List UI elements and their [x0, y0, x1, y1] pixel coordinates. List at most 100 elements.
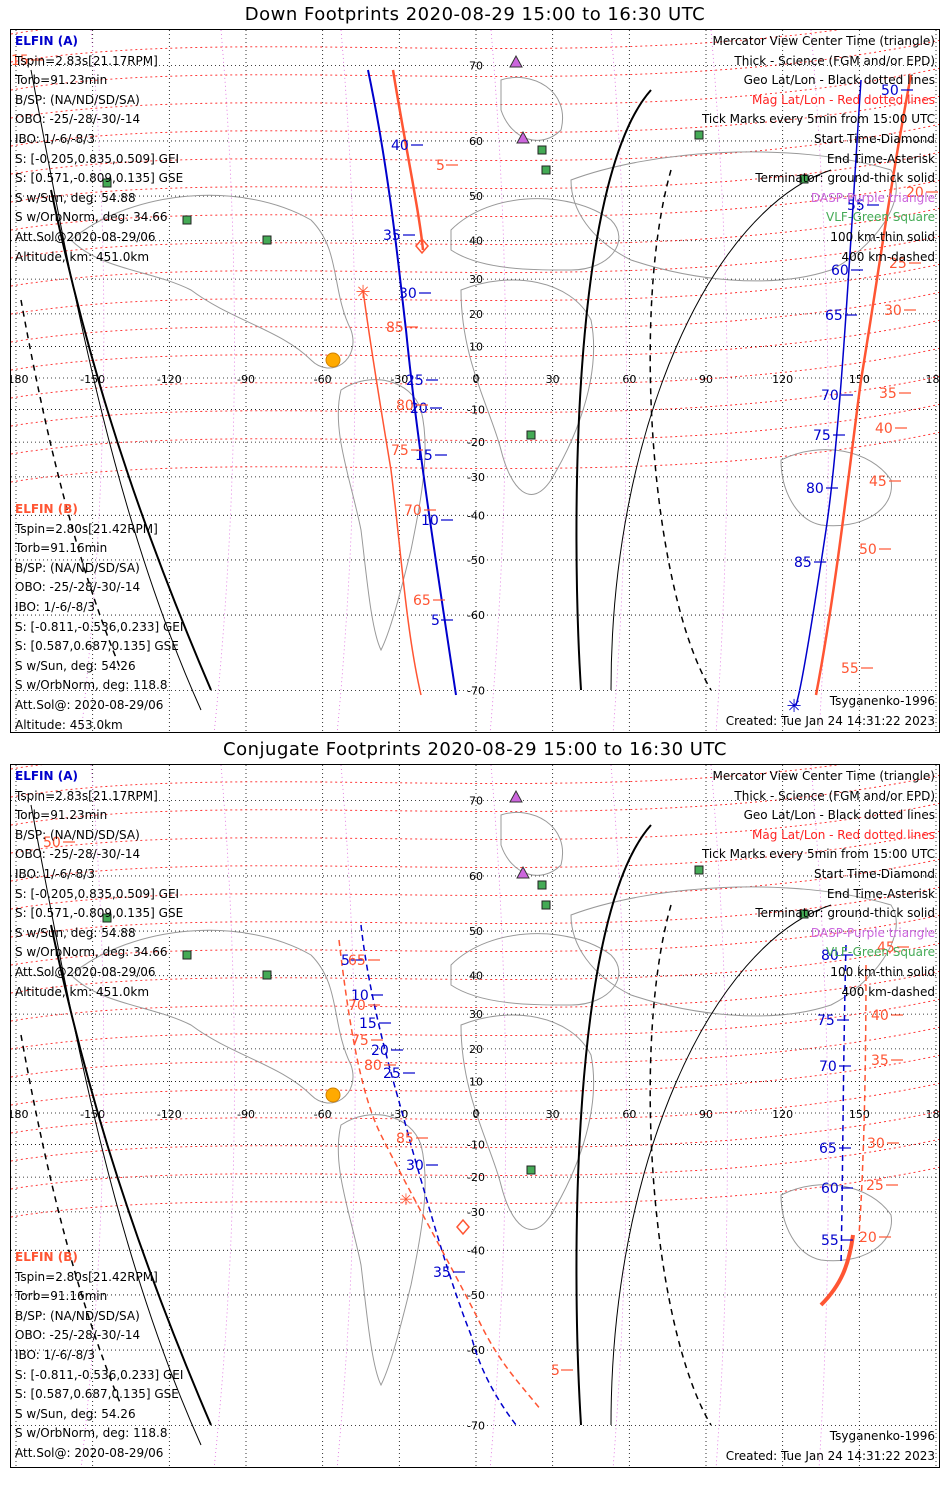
- elfin-a-line: S: [0.571,-0.809,0.135] GSE: [15, 906, 184, 921]
- mag-latitude-line: [11, 319, 939, 371]
- elfin-a-time-label: 25: [383, 1066, 401, 1082]
- vlf-square-icon: [799, 909, 809, 919]
- lat-tick-label: -10: [467, 1139, 485, 1152]
- lat-tick-label: -30: [467, 471, 485, 484]
- info-elfin-b: ELFIN (B) Tspin=2.80s[21.42RPM] Torb=91.…: [15, 1248, 183, 1467]
- lat-tick-label: 50: [469, 925, 483, 938]
- elfin-b-time-label: 35: [871, 1053, 889, 1069]
- land-outline: [70, 929, 354, 1104]
- altitude-400km: [649, 169, 712, 691]
- mag-latitude-line: [11, 765, 840, 798]
- vlf-square-icon: [541, 900, 551, 910]
- elfin-b-time-label: 65: [348, 953, 366, 969]
- elfin-a-track: [840, 944, 847, 1266]
- elfin-b-time-label: 65: [413, 593, 431, 609]
- legend-line: Terminator: ground-thick solid: [755, 906, 935, 921]
- elfin-b-line: Altitude: 453.0km: [15, 717, 123, 732]
- elfin-a-time-label: 70: [819, 1059, 837, 1075]
- vlf-square-icon: [694, 865, 704, 875]
- legend-line: Mercator View Center Time (triangle): [712, 769, 935, 783]
- lon-tick-label: 180: [926, 1108, 941, 1121]
- elfin-a-track: [367, 69, 457, 696]
- terminator-ground: [575, 89, 652, 691]
- dasp-triangle-icon: [509, 54, 523, 68]
- land-outline: [337, 1114, 426, 1387]
- elfin-b-time-label: 50: [43, 835, 61, 851]
- elfin-b-line: Torb=91.16min: [15, 541, 108, 556]
- elfin-a-time-label: 10: [421, 513, 439, 529]
- elfin-a-time-label: 65: [819, 1141, 837, 1157]
- lon-tick-label: 90: [699, 373, 713, 386]
- legend-line: Geo Lat/Lon - Black dotted lines: [743, 73, 935, 88]
- mag-meridian-line: [810, 765, 829, 1467]
- lat-tick-label: -70: [467, 684, 485, 697]
- mag-meridian-line: [336, 765, 356, 1467]
- elfin-a-time-label: 75: [813, 428, 831, 444]
- mag-meridian-line: [213, 765, 235, 1467]
- terminator-ground: [50, 189, 212, 691]
- model-label: Tsyganenko-1996: [829, 1429, 935, 1443]
- land-outline: [450, 198, 620, 271]
- elfin-b-line: S: [0.587,0.687,0.135] GSE: [15, 639, 179, 654]
- elfin-a-line: B/SP: (NA/ND/SD/SA): [15, 827, 140, 842]
- elfin-b-time-label: 75: [351, 1033, 369, 1049]
- elfin-a-line: OBO: -25/-28/-30/-14: [15, 112, 141, 127]
- mag-meridian-line: [610, 30, 627, 732]
- elfin-a-time-label: 75: [817, 1013, 835, 1029]
- legend-line: Mercator View Center Time (triangle): [712, 34, 935, 48]
- mag-meridian-line: [489, 765, 507, 1467]
- elfin-b-line: Altitude: 453.0km: [15, 1464, 183, 1467]
- mag-meridian-line: [610, 765, 627, 1467]
- mag-latitude-line: [11, 403, 939, 455]
- terminator-ground: [575, 824, 652, 1426]
- mag-meridian-line: [213, 30, 235, 732]
- elfin-a-line: OBO: -25/-28/-30/-14: [15, 847, 141, 862]
- land-outline: [337, 379, 426, 652]
- elfin-a-line: S w/Sun, deg: 54.88: [15, 190, 136, 205]
- elfin-a-time-label: 55: [821, 1233, 839, 1249]
- vlf-square-icon: [541, 165, 551, 175]
- elfin-b-line: Att.Sol@: 2020-08-29/06: [15, 1445, 164, 1460]
- lat-tick-label: 70: [469, 795, 483, 808]
- elfin-b-time-label: 30: [884, 303, 902, 319]
- mag-latitude-line: [11, 970, 939, 1022]
- elfin-b-line: S w/Sun, deg: 54.26: [15, 658, 136, 673]
- elfin-b-track: [338, 939, 542, 1411]
- vlf-square-icon: [182, 215, 192, 225]
- legend-line: Tick Marks every 5min from 15:00 UTC: [701, 847, 935, 862]
- elfin-a-line: S: [-0.205,0.835,0.509] GEI: [15, 151, 180, 166]
- land-outline: [70, 194, 354, 369]
- elfin-a-time-label: 65: [825, 308, 843, 324]
- legend-line: End Time-Asterisk: [826, 886, 935, 901]
- footer: Tsyganenko-1996 Created: Tue Jan 24 14:3…: [726, 692, 935, 731]
- altitude-400km: [649, 904, 712, 1426]
- elfin-b-track: [391, 69, 425, 251]
- elfin-a-time-label: 40: [391, 138, 409, 154]
- elfin-a-line: IBO: 1/-6/-8/3: [15, 131, 95, 146]
- created-label: Created: Tue Jan 24 14:31:22 2023: [725, 713, 935, 728]
- elfin-b-time-label: 20: [906, 185, 924, 201]
- sun-icon: [325, 1087, 341, 1103]
- mag-latitude-line: [11, 830, 939, 882]
- elfin-b-time-label: 85: [386, 320, 404, 336]
- land-outline: [500, 76, 564, 141]
- mag-latitude-line: [11, 1110, 939, 1162]
- elfin-a-line: S w/OrbNorm, deg: 34.66: [15, 210, 168, 225]
- map-canvas: -180-150-120-90-60-300306090120150180706…: [11, 765, 941, 1467]
- elfin-a-time-label: 20: [371, 1043, 389, 1059]
- mag-latitude-line: [11, 1082, 939, 1134]
- lat-tick-label: -20: [467, 1171, 485, 1184]
- land-outline: [500, 811, 564, 876]
- vlf-square-icon: [537, 880, 547, 890]
- lon-tick-label: 30: [546, 373, 560, 386]
- vlf-square-icon: [102, 913, 112, 923]
- altitude-100km: [610, 169, 832, 691]
- elfin-b-line: B/SP: (NA/ND/SD/SA): [15, 560, 140, 575]
- elfin-a-time-label: 80: [821, 948, 839, 964]
- elfin-a-time-label: 80: [806, 481, 824, 497]
- land-outline: [460, 1014, 595, 1230]
- elfin-b-line: OBO: -25/-28/-30/-14: [15, 1328, 141, 1343]
- vlf-square-icon: [182, 950, 192, 960]
- lon-tick-label: 60: [622, 1108, 636, 1121]
- lat-tick-label: 60: [469, 135, 483, 148]
